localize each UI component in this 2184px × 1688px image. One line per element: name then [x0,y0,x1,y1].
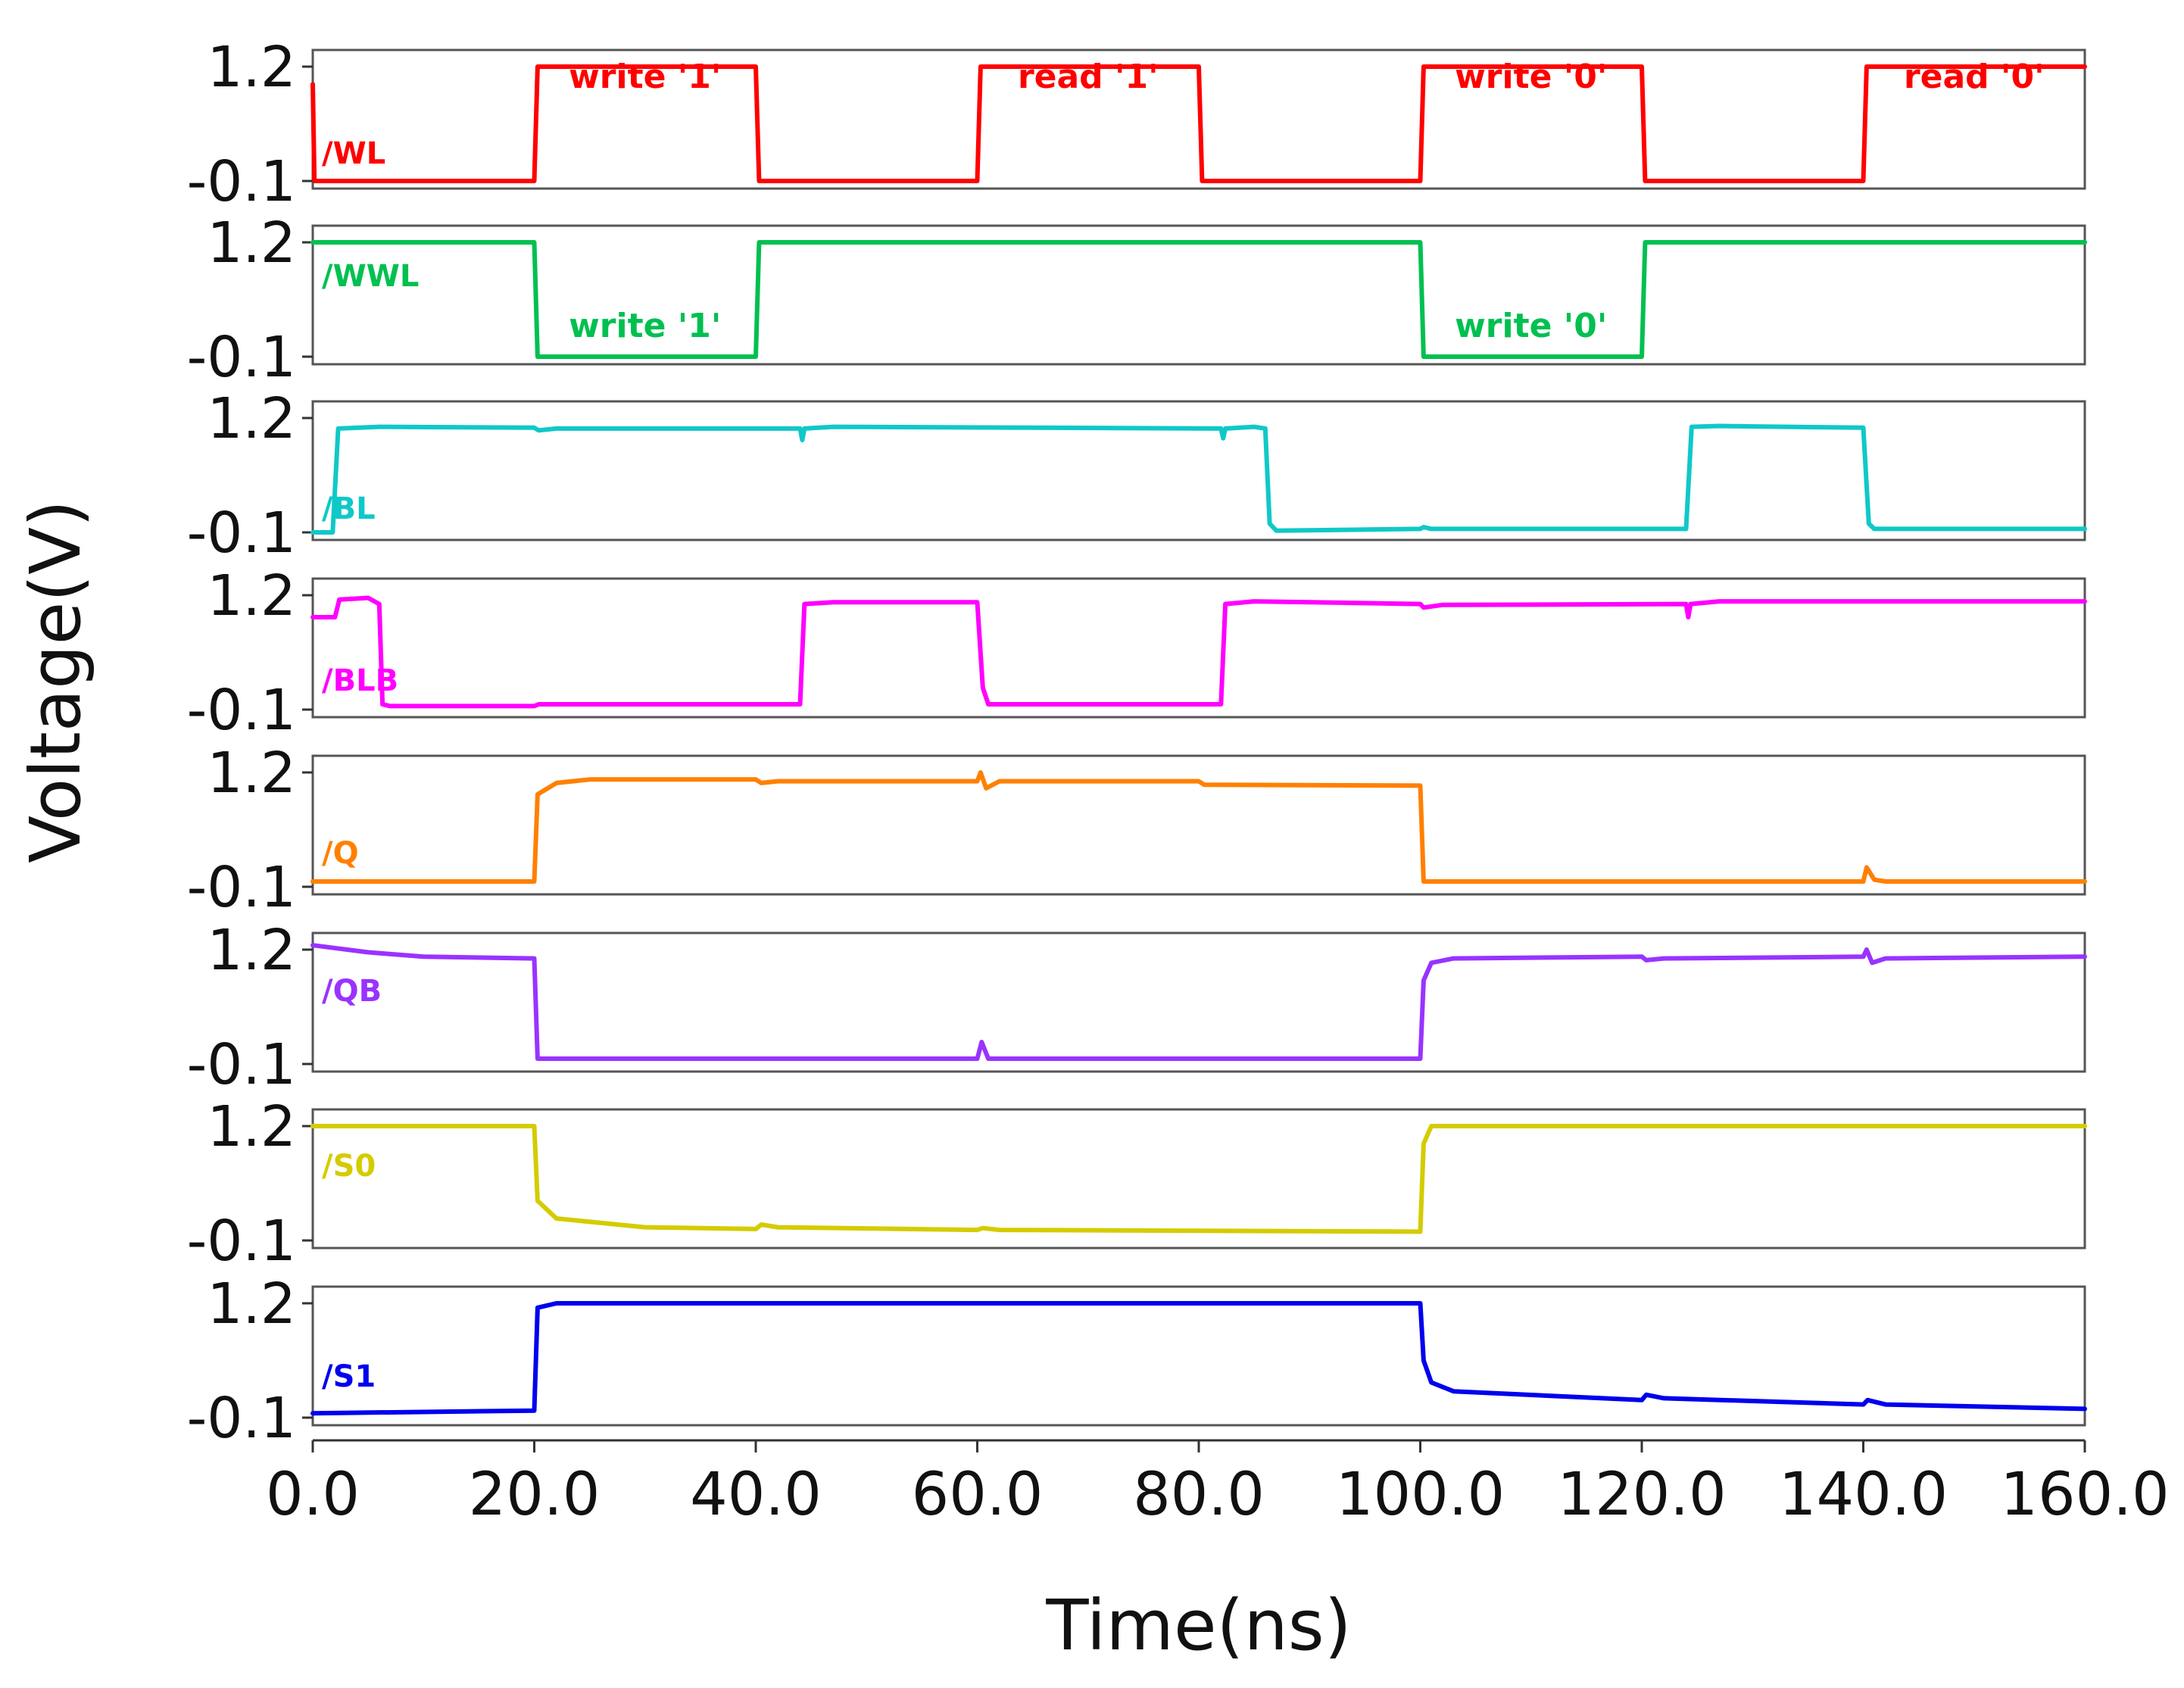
panel-frame [311,1108,2086,1250]
y-tick-label: -0.1 [187,1386,296,1451]
annotation-wl-1: read '1' [1018,58,1159,96]
y-tick-label: 1.2 [207,741,296,806]
panel-frame [311,577,2086,719]
y-tick-label: 1.2 [207,386,296,451]
x-tick-label: 140.0 [1779,1461,1948,1529]
y-tick-label: 1.2 [207,563,296,629]
annotation-wl-3: read '0' [1904,58,2045,96]
x-tick-label: 0.0 [266,1461,360,1529]
x-axis-title: Time(ns) [1045,1585,1351,1666]
signal-label-bl: /BL [322,491,376,526]
panel-qb: 1.2 -0.1/QB [187,918,2087,1097]
panel-frame [311,224,2086,366]
y-tick-label: 1.2 [207,1094,296,1159]
x-tick-label: 40.0 [690,1461,822,1529]
panel-frame [311,754,2086,896]
waveform-wwl [310,240,2087,359]
panel-wwl: 1.2 -0.1/WWL write '1' write '0' [187,211,2087,390]
x-tick-label: 80.0 [1133,1461,1265,1529]
signal-label-wl: /WL [322,136,385,171]
signal-label-qb: /QB [322,974,382,1009]
signal-label-q: /Q [322,836,359,871]
waveform-wl [310,64,2087,183]
x-tick-label: 100.0 [1336,1461,1505,1529]
panel-s0: 1.2 -0.1/S0 [187,1094,2087,1274]
signal-label-blb: /BLB [322,663,398,698]
signal-label-s1: /S1 [322,1359,376,1394]
x-tick-label: 120.0 [1557,1461,1726,1529]
annotation-wl-0: write '1' [569,58,721,96]
y-tick-label: -0.1 [187,1209,296,1274]
annotation-wwl-1: write '0' [1455,307,1607,345]
x-tick-label: 20.0 [469,1461,601,1529]
x-axis: 0.0 20.0 40.0 60.0 80.0 100.0 120.0 140.0 160.0 [266,1439,2170,1529]
panel-frame [311,1285,2086,1427]
annotation-wwl-0: write '1' [569,307,721,345]
waveform-bl [310,423,2087,535]
signal-label-s0: /S0 [322,1149,376,1184]
y-tick-label: 1.2 [207,35,296,100]
panel-wl: 1.2 -0.1/WL write '1' read '1' write '0' read… [187,35,2087,214]
y-tick-label: -0.1 [187,1032,296,1097]
panel-q: 1.2 -0.1/Q [187,741,2087,920]
y-tick-label: 1.2 [207,211,296,276]
panel-bl: 1.2 -0.1/BL [187,386,2087,566]
panel-frame [311,931,2086,1073]
waveform-qb [310,943,2087,1061]
y-tick-label: -0.1 [187,501,296,566]
x-tick-label: 60.0 [912,1461,1044,1529]
y-tick-label: -0.1 [187,855,296,920]
y-tick-label: 1.2 [207,1271,296,1337]
waveform-s1 [310,1301,2087,1416]
waveform-blb [310,595,2087,709]
y-tick-label: -0.1 [187,149,296,214]
panel-frame [311,400,2086,541]
y-tick-label: -0.1 [187,678,296,743]
y-tick-label: 1.2 [207,918,296,983]
annotation-wl-2: write '0' [1455,58,1607,96]
waveform-q [310,770,2087,884]
panel-s1: 1.2 -0.1/S1 [187,1271,2087,1451]
y-axis-title: Voltage(V) [15,500,96,863]
panel-blb: 1.2 -0.1/BLB [187,563,2087,743]
y-tick-label: -0.1 [187,325,296,390]
x-tick-label: 160.0 [2000,1461,2169,1529]
signal-label-wwl: /WWL [322,259,419,294]
waveform-s0 [310,1124,2087,1234]
